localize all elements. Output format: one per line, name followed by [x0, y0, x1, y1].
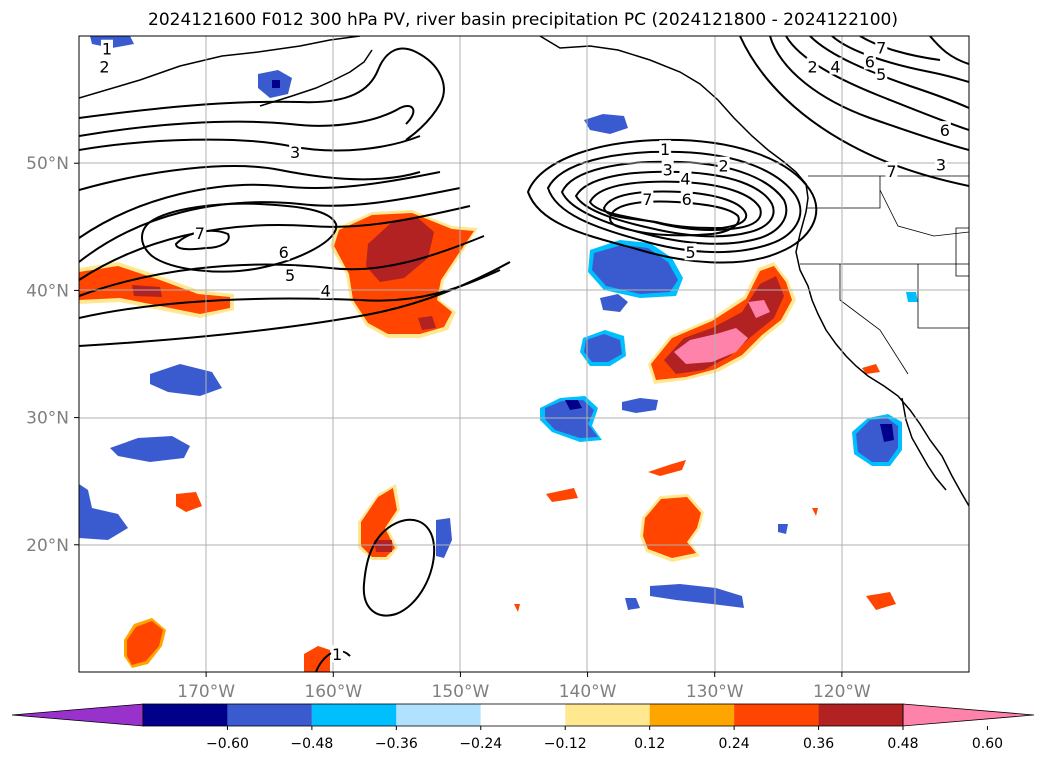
longitude-ticks: 170°W 160°W 150°W 140°W 130°W 120°W: [177, 672, 871, 702]
lon-tick-label: 160°W: [304, 682, 362, 702]
contour-label: 3: [663, 161, 673, 180]
contour-label: 5: [285, 266, 295, 285]
contour-label: 7: [195, 224, 205, 243]
colorbar-label: −0.24: [459, 736, 502, 752]
contour-label: 3: [290, 143, 300, 162]
colorbar-swatch: [734, 704, 819, 726]
contour-label: 6: [865, 52, 875, 71]
contour-label-bg: [319, 281, 332, 299]
contour-label-bg: [661, 160, 674, 178]
colorbar: −0.60 −0.48 −0.36 −0.24 −0.12 0.12 0.24 0.36 0.4…: [11, 703, 1035, 752]
contour-label: 1: [660, 140, 670, 159]
lat-tick-label: 40°N: [26, 281, 69, 301]
contour-label-bg: [935, 155, 948, 173]
colorbar-swatch: [565, 704, 650, 726]
colorbar-swatch: [227, 704, 312, 726]
contour-label: 1: [102, 40, 112, 59]
contour-label-bg: [289, 142, 302, 160]
colorbar-swatch: [480, 704, 566, 726]
lat-tick-label: 30°N: [26, 409, 69, 429]
contour-label: 5: [876, 65, 886, 84]
contour-label: 1: [332, 645, 342, 664]
lon-tick-label: 130°W: [686, 682, 744, 702]
contour-label: 7: [876, 38, 886, 57]
contour-label-bg: [641, 189, 654, 207]
contour-label-bg: [193, 224, 206, 242]
contour-label-bg: [875, 38, 888, 56]
contour-label-bg: [684, 243, 697, 261]
colorbar-extend-max: [902, 703, 1035, 727]
colorbar-frame: [142, 703, 904, 727]
contour-label: 4: [321, 281, 331, 300]
contour-label-bg: [679, 169, 692, 187]
contour-label: 7: [642, 190, 652, 209]
contour-label-bg: [277, 243, 290, 261]
contour-label: 6: [682, 190, 692, 209]
contour-label-bg: [875, 65, 888, 83]
contour-label: 2: [719, 157, 729, 176]
contour-label-bg: [885, 161, 898, 179]
contour-label: 5: [685, 243, 695, 262]
colorbar-label: −0.36: [375, 736, 418, 752]
contour-label-bg: [938, 121, 951, 139]
lon-tick-label: 140°W: [559, 682, 617, 702]
contour-label: 4: [680, 169, 690, 188]
colorbar-label: 0.24: [719, 736, 750, 752]
latitude-ticks: 50°N 40°N 30°N 20°N: [26, 154, 79, 556]
contour-label-bg: [100, 39, 113, 57]
contour-label-bg: [331, 645, 344, 663]
contour-label: 4: [830, 58, 840, 77]
colorbar-label: 0.60: [972, 736, 1003, 752]
colorbar-swatch: [396, 704, 481, 726]
contour-label-bg: [829, 57, 842, 75]
lon-tick-label: 170°W: [177, 682, 235, 702]
contour-label: 3: [936, 155, 946, 174]
colorbar-extend-min: [11, 703, 144, 727]
contour-label-bg: [717, 156, 730, 174]
contour-label: 2: [99, 58, 109, 77]
contour-label: 6: [279, 243, 289, 262]
colorbar-label: −0.48: [290, 736, 333, 752]
colorbar-label: 0.48: [887, 736, 918, 752]
colorbar-label: −0.12: [544, 736, 587, 752]
coastlines: [79, 36, 969, 507]
contour-label: 2: [808, 58, 818, 77]
lon-tick-label: 150°W: [432, 682, 490, 702]
contour-label: 6: [940, 121, 950, 140]
contour-label-bg: [806, 57, 819, 75]
colorbar-swatch: [649, 704, 735, 726]
contour-label-bg: [659, 140, 672, 158]
colorbar-swatch: [818, 704, 903, 726]
colorbar-swatch: [143, 704, 228, 726]
map-title: 2024121600 F012 300 hPa PV, river basin …: [148, 10, 898, 30]
contour-label-bg: [98, 57, 111, 75]
colorbar-swatch: [311, 704, 397, 726]
pv-contours: [79, 36, 969, 672]
lat-tick-label: 50°N: [26, 154, 69, 174]
contour-label-bg: [863, 52, 876, 70]
gridlines: [79, 36, 969, 672]
map-frame: [78, 35, 970, 673]
lon-tick-label: 120°W: [813, 682, 871, 702]
colorbar-label: 0.12: [634, 736, 665, 752]
colorbar-label: 0.36: [803, 736, 834, 752]
contour-label-bg: [284, 266, 297, 284]
lat-tick-label: 20°N: [26, 536, 69, 556]
map-ocean-background: [79, 36, 969, 672]
colorbar-label: −0.60: [206, 736, 249, 752]
contour-label-bg: [680, 189, 693, 207]
contour-label: 7: [886, 162, 896, 181]
